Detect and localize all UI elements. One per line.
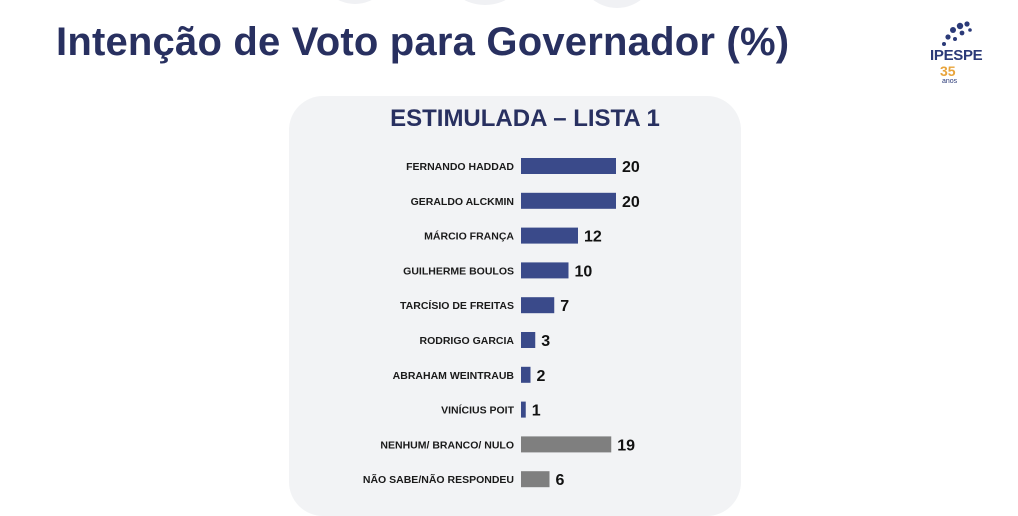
- bar: [521, 366, 531, 383]
- data-label: 20: [622, 194, 640, 211]
- data-label: 19: [617, 437, 635, 454]
- data-label: 20: [622, 159, 640, 176]
- logo-dots-icon: [942, 21, 972, 46]
- logo-subtext: anos: [942, 78, 958, 85]
- decorative-circle: [440, 0, 530, 5]
- category-label: MÁRCIO FRANÇA: [424, 230, 514, 243]
- bar: [521, 401, 526, 418]
- data-label: 1: [532, 403, 541, 420]
- category-label: RODRIGO GARCIA: [420, 335, 515, 347]
- ipespe-logo: IPESPE 35 anos: [926, 18, 996, 90]
- bar: [521, 227, 578, 244]
- chart-panel: [289, 96, 741, 516]
- logo-text: IPESPE: [930, 47, 983, 64]
- data-label: 6: [556, 472, 565, 489]
- category-label: GERALDO ALCKMIN: [411, 196, 514, 208]
- category-label: FERNANDO HADDAD: [406, 161, 514, 173]
- bar: [521, 436, 612, 453]
- data-label: 7: [560, 298, 569, 315]
- data-label: 10: [575, 263, 593, 280]
- category-label: GUILHERME BOULOS: [403, 265, 514, 277]
- data-label: 3: [541, 333, 550, 350]
- decorative-circle: [318, 0, 392, 4]
- category-label: NENHUM/ BRANCO/ NULO: [380, 439, 514, 451]
- category-label: NÃO SABE/NÃO RESPONDEU: [363, 473, 514, 486]
- category-label: TARCÍSIO DE FREITAS: [400, 299, 514, 312]
- page-title: Intenção de Voto para Governador (%): [56, 20, 790, 64]
- bar: [521, 158, 616, 174]
- data-label: 12: [584, 229, 602, 246]
- category-label: ABRAHAM WEINTRAUB: [393, 370, 515, 382]
- chart-title: ESTIMULADA – LISTA 1: [390, 105, 660, 132]
- bar: [521, 471, 550, 488]
- bar: [521, 297, 555, 314]
- data-label: 2: [537, 368, 546, 385]
- bar: [521, 192, 616, 209]
- bar: [521, 262, 569, 279]
- logo-years: 35: [940, 63, 956, 79]
- decorative-circle: [578, 0, 656, 8]
- category-label: VINÍCIUS POIT: [441, 404, 515, 417]
- bar: [521, 332, 536, 348]
